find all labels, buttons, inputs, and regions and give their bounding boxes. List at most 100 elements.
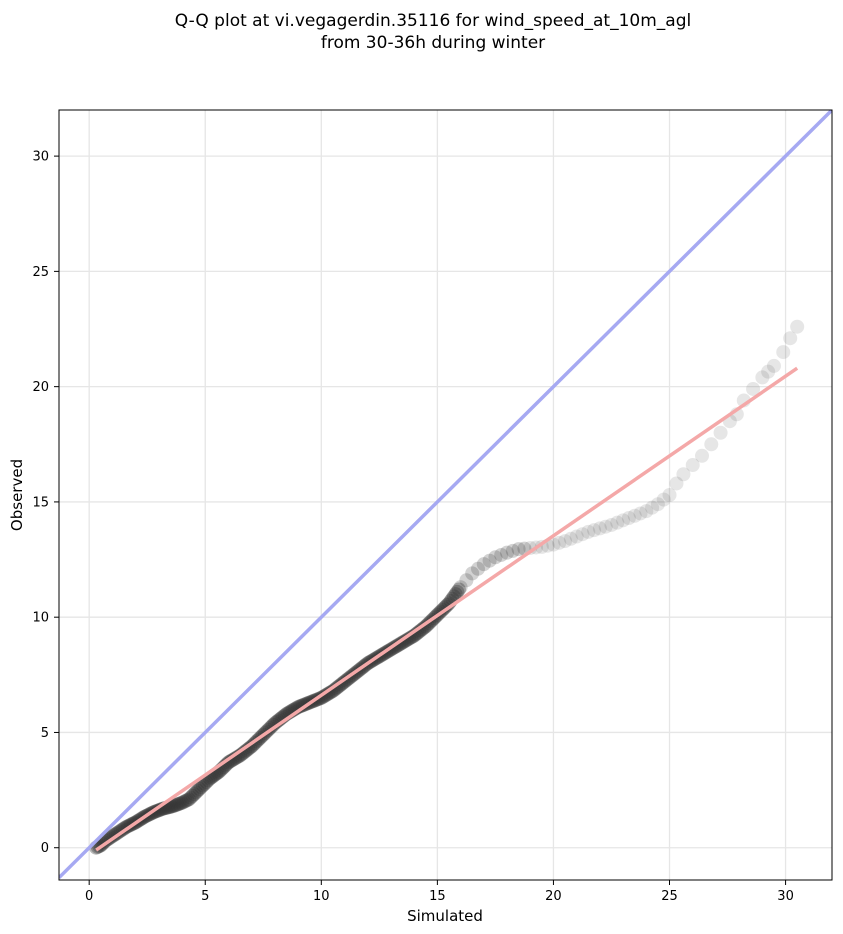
y-tick-label: 0 [41,841,49,856]
chart-subtitle: from 30-36h during winter [321,33,545,53]
quantile-point [662,488,677,502]
quantile-point [241,741,256,756]
quantile-point [224,753,239,768]
quantile-point [650,497,665,512]
quantile-point [790,319,805,334]
quantile-point [168,798,183,813]
quantile-point [322,685,337,700]
identity-line [59,110,832,879]
quantile-point [192,781,207,796]
x-tick-label: 5 [201,889,209,904]
quantile-point [450,584,465,599]
quantile-point [676,467,691,482]
quantile-point [476,557,491,572]
quantile-point [587,523,602,538]
quantile-point [685,458,700,473]
quantile-point [167,798,182,813]
quantile-point [592,521,607,536]
quantile-point [266,717,281,732]
y-tick-label: 5 [41,726,49,741]
quantile-point [713,425,728,440]
quantile-point [783,331,798,346]
quantile-point [598,519,613,534]
quantile-point [639,504,654,519]
quantile-point [221,755,236,770]
quantile-point [656,492,671,507]
y-tick-label: 10 [32,611,49,626]
x-tick-label: 15 [429,889,446,904]
quantile-point [465,566,480,581]
quantile-point [164,799,179,814]
quantile-point [610,515,625,530]
quantile-point [195,778,210,793]
quantile-point [505,543,520,558]
quantile-point [633,506,648,521]
quantile-point [459,573,474,588]
quantile-point [413,623,428,638]
quantile-point [470,561,485,576]
chart-title: Q-Q plot at vi.vegagerdin.35116 for wind… [175,11,691,31]
data-points [89,319,805,855]
quantile-point [451,582,466,597]
quantile-point [151,803,166,818]
quantile-point [181,792,196,807]
quantile-point [482,553,497,568]
quantile-point [194,780,209,795]
y-axis-label: Observed [8,459,26,531]
fit-line [95,366,799,852]
x-tick-label: 20 [545,889,562,904]
quantile-point [397,634,412,649]
quantile-point [746,381,761,396]
quantile-point [325,683,340,698]
y-axis-ticks: 0 5 10 15 20 25 30 [32,150,59,856]
quantile-point [511,542,526,557]
quantile-point [415,622,430,637]
quantile-point [398,633,413,648]
quantile-point [185,788,200,803]
quantile-point [402,631,417,646]
quantile-point [604,517,619,532]
quantile-point [197,776,212,791]
quantile-point [178,794,193,809]
y-tick-label: 25 [32,265,49,280]
quantile-point [761,364,776,379]
quantile-point [190,783,205,798]
y-tick-label: 20 [32,380,49,395]
quantile-point [616,513,631,528]
quantile-point [500,545,515,560]
quantile-point [645,500,660,515]
x-tick-label: 10 [313,889,330,904]
quantile-point [669,476,684,491]
quantile-point [329,681,344,696]
quantile-point [165,799,180,814]
quantile-point [170,797,185,812]
quantile-point [292,699,307,714]
quantile-point [766,358,781,373]
x-tick-label: 0 [85,889,93,904]
x-tick-label: 25 [661,889,678,904]
reference-lines [59,110,832,879]
quantile-point [412,624,427,639]
quantile-point [704,437,719,452]
quantile-point [239,743,254,758]
quantile-point [173,796,188,811]
quantile-point [755,370,770,385]
quantile-point [558,534,573,549]
x-tick-label: 30 [777,889,794,904]
quantile-point [776,345,791,360]
quantile-point [171,796,186,811]
quantile-point [327,682,342,697]
x-axis-label: Simulated [407,907,483,925]
quantile-point [621,511,636,526]
quantile-point [448,587,463,602]
quantile-point [243,740,258,755]
quantile-point [453,580,468,595]
quantile-point [552,535,567,550]
quantile-point [183,790,198,805]
quantile-point [176,794,191,809]
quantile-point [563,531,578,546]
quantile-point [187,787,202,802]
grid-lines [59,110,832,880]
quantile-point [523,541,538,556]
